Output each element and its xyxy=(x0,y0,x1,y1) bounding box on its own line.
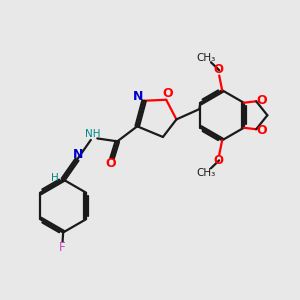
Text: N: N xyxy=(73,148,83,161)
Text: F: F xyxy=(59,241,66,254)
Text: O: O xyxy=(214,154,224,167)
Text: N: N xyxy=(132,90,143,103)
Text: O: O xyxy=(105,157,116,170)
Text: O: O xyxy=(214,63,224,76)
Text: O: O xyxy=(256,124,267,136)
Text: O: O xyxy=(256,94,267,107)
Text: O: O xyxy=(163,87,173,101)
Text: CH₃: CH₃ xyxy=(196,53,216,63)
Text: H: H xyxy=(51,173,59,183)
Text: NH: NH xyxy=(85,129,100,139)
Text: CH₃: CH₃ xyxy=(196,168,216,178)
